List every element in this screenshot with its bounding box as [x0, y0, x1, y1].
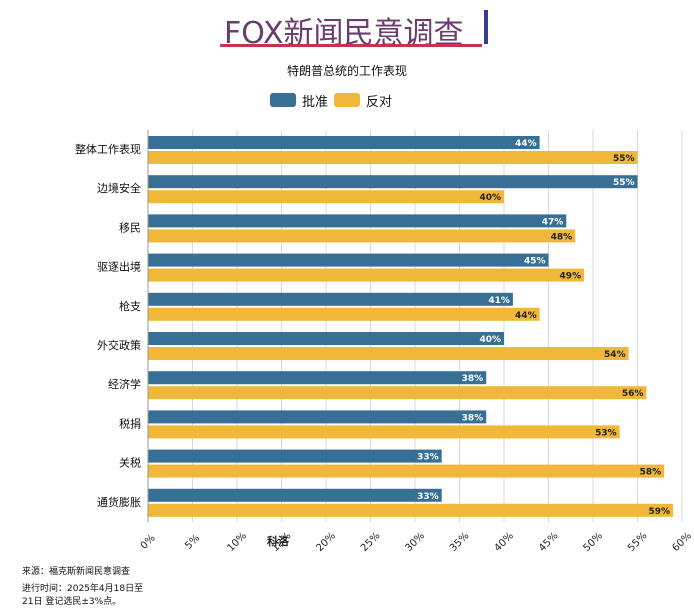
- category-label: 税捐: [119, 416, 141, 430]
- x-tick-label: 50%: [581, 530, 605, 554]
- bar-chart: 0% 5% 10% 15% 20% 25% 30% 35% 40% 45% 50% 55% 60%科洛整…: [75, 130, 694, 554]
- data-label: 48%: [551, 232, 573, 242]
- data-label: 33%: [417, 453, 439, 463]
- x-tick-label: 20%: [314, 530, 338, 554]
- data-label: 58%: [640, 468, 662, 478]
- bar-approve: [148, 292, 513, 306]
- data-label: 54%: [604, 350, 626, 360]
- data-label: 47%: [542, 217, 564, 227]
- legend-label-disapprove: 反对: [366, 94, 393, 110]
- data-label: 45%: [524, 257, 546, 267]
- data-label: 44%: [515, 139, 537, 149]
- category-label: 关税: [119, 456, 141, 470]
- bar-disapprove: [148, 347, 629, 360]
- bar-approve: [148, 371, 487, 385]
- data-label: 56%: [622, 389, 644, 399]
- x-tick-label: 25%: [359, 530, 383, 554]
- bar-disapprove: [148, 386, 647, 400]
- source-note: 来源：福克斯新闻民意调查: [22, 567, 131, 577]
- category-label: 枪支: [119, 299, 141, 313]
- period-note-line2: 21日 登记选民±3%点。: [22, 597, 122, 607]
- header-title-block: FOX新闻民意调查: [214, 4, 488, 51]
- bar-disapprove: [148, 307, 540, 321]
- x-tick-label: 5%: [183, 533, 202, 552]
- title-underline: [220, 44, 482, 47]
- category-label: 移民: [119, 221, 141, 234]
- data-label: 41%: [488, 296, 510, 306]
- x-tick-label: 10%: [225, 530, 249, 554]
- bar-approve: [148, 253, 549, 267]
- data-label: 55%: [613, 178, 635, 188]
- title-accent-bar: [484, 10, 488, 44]
- data-label: 44%: [515, 311, 537, 321]
- data-label: 49%: [560, 272, 582, 282]
- bar-approve: [148, 332, 504, 345]
- legend-swatch-approve: [270, 93, 296, 107]
- bar-disapprove: [148, 151, 638, 164]
- data-label: 33%: [417, 492, 439, 502]
- bar-disapprove: [148, 464, 665, 478]
- bar-approve: [148, 410, 487, 424]
- bar-approve: [148, 449, 442, 463]
- bar-approve: [148, 136, 540, 149]
- x-axis-label: 科洛: [267, 534, 290, 548]
- bar-disapprove: [148, 503, 674, 517]
- legend: 批准 反对: [270, 90, 398, 110]
- legend-label-approve: 批准: [302, 94, 329, 110]
- bar-approve: [148, 175, 638, 189]
- legend-swatch-disapprove: [334, 93, 361, 107]
- bar-approve: [148, 488, 442, 502]
- data-label: 59%: [649, 507, 671, 517]
- period-note-line1: 进行时间：2025年4月18日至: [22, 584, 144, 594]
- bar-approve: [148, 214, 567, 228]
- category-label: 经济学: [108, 377, 141, 391]
- data-label: 53%: [595, 428, 617, 438]
- data-label: 38%: [462, 374, 484, 384]
- data-label: 40%: [479, 193, 501, 203]
- x-tick-label: 40%: [492, 530, 516, 554]
- chart-title: 特朗普总统的工作表现: [286, 64, 407, 78]
- bar-disapprove: [148, 425, 620, 439]
- category-label: 整体工作表现: [75, 142, 141, 156]
- category-label: 驱逐出境: [97, 260, 141, 274]
- bar-disapprove: [148, 229, 576, 243]
- category-label: 通货膨胀: [97, 495, 141, 509]
- data-label: 40%: [479, 335, 501, 345]
- data-label: 38%: [462, 413, 484, 423]
- bar-disapprove: [148, 190, 504, 204]
- data-label: 55%: [613, 154, 635, 164]
- bar-disapprove: [148, 268, 585, 282]
- category-label: 外交政策: [97, 338, 141, 352]
- category-label: 边境安全: [97, 181, 141, 195]
- x-tick-label: 55%: [626, 530, 650, 554]
- x-tick-label: 0%: [139, 533, 158, 552]
- x-tick-label: 45%: [537, 530, 561, 554]
- x-tick-label: 60%: [670, 530, 694, 554]
- x-tick-label: 30%: [403, 530, 427, 554]
- x-tick-label: 35%: [448, 530, 472, 554]
